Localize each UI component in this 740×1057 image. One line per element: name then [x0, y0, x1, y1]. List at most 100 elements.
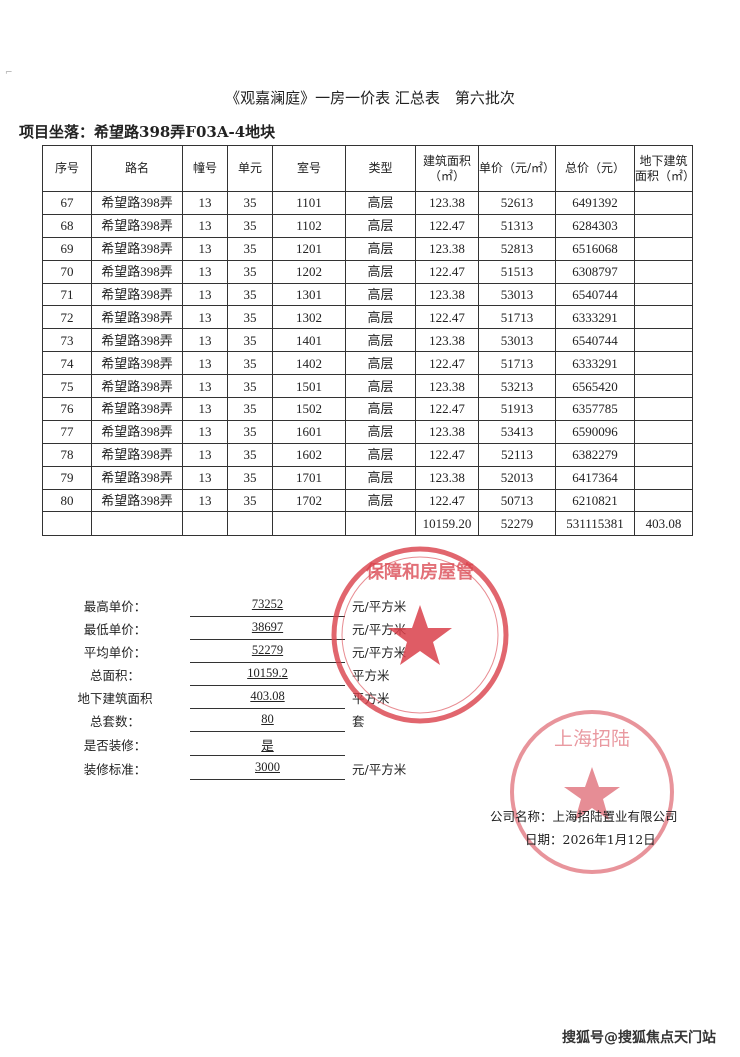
scan-mark: ⌐ — [5, 68, 13, 78]
table-cell: 35 — [227, 465, 273, 490]
table-cell: 希望路398弄 — [91, 191, 183, 215]
table-cell: 76 — [42, 397, 92, 421]
summary-unit: 元/平方米 — [352, 599, 407, 614]
table-cell: 希望路398弄 — [91, 465, 183, 490]
table-row: 77 希望路398弄 13 35 1601 高层 123.38 53413 6590096 — [42, 419, 693, 444]
table-cell: 6540744 — [555, 282, 635, 307]
summary-row: 平均单价： 52279 元/平方米 — [0, 642, 740, 664]
table-cell: 74 — [42, 351, 92, 376]
table-cell: 6333291 — [555, 351, 635, 376]
table-cell: 78 — [42, 442, 92, 467]
summary-value: 38697 — [251, 620, 284, 634]
table-cell: 希望路398弄 — [91, 397, 183, 421]
summary-label: 最低单价： — [83, 622, 147, 637]
table-cell: 13 — [182, 397, 228, 421]
column-header: 总价（元） — [555, 145, 635, 192]
summary-row: 装修标准： 3000 元/平方米 — [0, 759, 740, 781]
table-cell: 35 — [227, 419, 273, 444]
total-cell — [42, 511, 92, 537]
svg-text:上海招陆: 上海招陆 — [554, 728, 630, 750]
table-cell: 13 — [182, 442, 228, 467]
summary-label: 总套数： — [89, 714, 140, 729]
table-cell: 13 — [182, 305, 228, 330]
table-cell: 51513 — [478, 259, 556, 284]
table-cell: 希望路398弄 — [91, 374, 183, 399]
total-cell: 52279 — [478, 511, 556, 537]
table-row: 80 希望路398弄 13 35 1702 高层 122.47 50713 6210821 — [42, 488, 693, 513]
table-row: 67 希望路398弄 13 35 1101 高层 123.38 52613 6491392 — [42, 191, 693, 215]
total-cell — [91, 511, 183, 537]
total-cell: 531115381 — [555, 511, 635, 537]
summary-value: 3000 — [255, 760, 280, 774]
table-cell: 123.38 — [415, 236, 479, 261]
table-cell: 122.47 — [415, 442, 479, 467]
table-cell — [634, 191, 693, 215]
table-row: 75 希望路398弄 13 35 1501 高层 123.38 53213 6565420 — [42, 374, 693, 399]
table-cell: 希望路398弄 — [91, 213, 183, 238]
table-cell — [634, 305, 693, 330]
table-cell: 80 — [42, 488, 92, 513]
table-cell: 希望路398弄 — [91, 259, 183, 284]
table-row: 73 希望路398弄 13 35 1401 高层 123.38 53013 6540744 — [42, 328, 693, 353]
table-row: 71 希望路398弄 13 35 1301 高层 123.38 53013 6540744 — [42, 282, 693, 307]
table-cell: 122.47 — [415, 213, 479, 238]
summary-row: 最低单价： 38697 元/平方米 — [0, 619, 740, 641]
table-cell: 69 — [42, 236, 92, 261]
table-cell: 6565420 — [555, 374, 635, 399]
table-cell: 51913 — [478, 397, 556, 421]
column-header: 类型 — [345, 145, 416, 192]
table-cell — [634, 282, 693, 307]
table-cell: 高层 — [345, 442, 416, 467]
table-cell: 35 — [227, 259, 273, 284]
table-cell: 123.38 — [415, 465, 479, 490]
column-header: 幢号 — [182, 145, 228, 192]
table-cell: 35 — [227, 351, 273, 376]
column-header: 地下建筑面积（㎡） — [634, 145, 695, 192]
summary-unit: 元/平方米 — [352, 762, 407, 777]
summary-value-field: 38697 — [190, 619, 345, 640]
table-cell: 122.47 — [415, 488, 479, 513]
table-cell — [634, 465, 693, 490]
summary-label: 是否装修： — [83, 738, 147, 753]
total-row: 10159.20 52279 531115381 403.08 — [42, 511, 693, 537]
table-cell: 希望路398弄 — [91, 328, 183, 353]
table-cell: 希望路398弄 — [91, 419, 183, 444]
table-cell — [634, 488, 693, 513]
table-cell: 13 — [182, 282, 228, 307]
table-cell: 6333291 — [555, 305, 635, 330]
summary-value-field: 10159.2 — [190, 665, 345, 686]
summary-row: 总面积： 10159.2 平方米 — [0, 665, 740, 687]
table-cell: 67 — [42, 191, 92, 215]
table-cell — [634, 236, 693, 261]
table-cell: 79 — [42, 465, 92, 490]
table-cell: 35 — [227, 374, 273, 399]
table-cell: 53413 — [478, 419, 556, 444]
table-cell: 13 — [182, 191, 228, 215]
table-row: 69 希望路398弄 13 35 1201 高层 123.38 52813 6516068 — [42, 236, 693, 261]
table-cell — [634, 328, 693, 353]
table-row: 74 希望路398弄 13 35 1402 高层 122.47 51713 6333291 — [42, 351, 693, 376]
table-cell: 高层 — [345, 351, 416, 376]
column-header: 路名 — [91, 145, 183, 192]
table-cell: 123.38 — [415, 328, 479, 353]
table-cell: 1301 — [272, 282, 346, 307]
summary-value: 73252 — [251, 597, 284, 611]
table-cell: 13 — [182, 488, 228, 513]
table-cell: 52013 — [478, 465, 556, 490]
table-cell: 35 — [227, 488, 273, 513]
table-row: 76 希望路398弄 13 35 1502 高层 122.47 51913 6357785 — [42, 397, 693, 421]
table-cell: 52113 — [478, 442, 556, 467]
table-cell: 70 — [42, 259, 92, 284]
table-row: 72 希望路398弄 13 35 1302 高层 122.47 51713 6333291 — [42, 305, 693, 330]
table-cell: 希望路398弄 — [91, 442, 183, 467]
column-header: 单价（元/㎡） — [478, 145, 556, 192]
table-cell: 53013 — [478, 328, 556, 353]
table-cell: 希望路398弄 — [91, 488, 183, 513]
total-cell — [272, 511, 346, 537]
table-cell: 6284303 — [555, 213, 635, 238]
table-cell: 1601 — [272, 419, 346, 444]
table-cell: 高层 — [345, 488, 416, 513]
table-cell: 13 — [182, 419, 228, 444]
table-cell: 77 — [42, 419, 92, 444]
table-cell: 高层 — [345, 259, 416, 284]
